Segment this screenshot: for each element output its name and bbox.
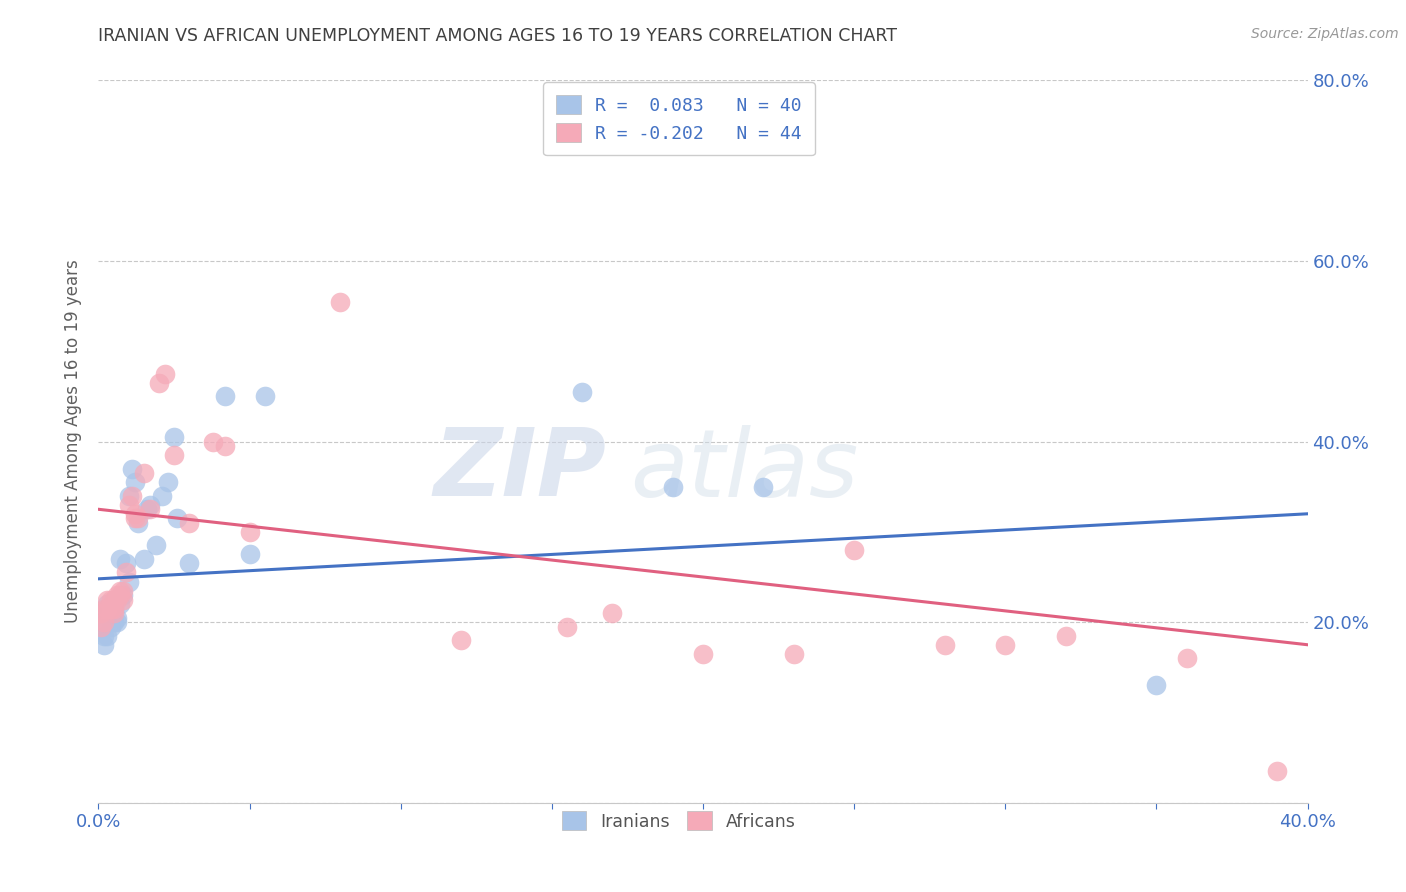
Point [1144, 678, 1167, 692]
Point [93, 615, 115, 630]
Point [93, 606, 115, 620]
Point [145, 538, 167, 552]
Point [783, 647, 806, 661]
Point [103, 592, 125, 607]
Point [96, 601, 118, 615]
Point [111, 583, 134, 598]
Point [108, 597, 131, 611]
Point [844, 542, 866, 557]
Point [108, 583, 131, 598]
Point [124, 475, 146, 490]
Point [1054, 629, 1077, 643]
Point [163, 430, 186, 444]
Point [139, 502, 162, 516]
Point [692, 647, 714, 661]
Point [103, 615, 125, 630]
Point [93, 638, 115, 652]
Point [150, 489, 173, 503]
Point [105, 610, 128, 624]
Point [103, 601, 125, 615]
Text: ZIP: ZIP [433, 425, 606, 516]
Point [103, 592, 125, 607]
Point [100, 620, 122, 634]
Point [163, 448, 186, 462]
Point [90, 606, 112, 620]
Point [253, 389, 276, 403]
Point [100, 601, 122, 615]
Text: atlas: atlas [630, 425, 859, 516]
Point [100, 592, 122, 607]
Point [127, 511, 149, 525]
Point [450, 633, 472, 648]
Point [93, 601, 115, 615]
Point [239, 524, 262, 539]
Point [153, 367, 176, 381]
Point [329, 294, 352, 309]
Point [121, 461, 143, 475]
Point [111, 588, 134, 602]
Point [602, 606, 624, 620]
Point [132, 552, 155, 566]
Point [124, 511, 146, 525]
Point [139, 498, 162, 512]
Point [90, 620, 112, 634]
Point [118, 498, 141, 512]
Point [103, 606, 125, 620]
Point [127, 516, 149, 530]
Point [96, 601, 118, 615]
Point [752, 480, 775, 494]
Point [156, 475, 179, 490]
Point [135, 502, 157, 516]
Point [179, 516, 201, 530]
Point [179, 557, 201, 571]
Point [96, 597, 118, 611]
Point [571, 384, 593, 399]
Point [90, 615, 112, 630]
Point [1175, 651, 1198, 665]
Point [934, 638, 956, 652]
Point [121, 489, 143, 503]
Legend: Iranians, Africans: Iranians, Africans [555, 805, 803, 838]
Point [239, 548, 262, 562]
Point [96, 592, 118, 607]
Point [93, 629, 115, 643]
Point [202, 434, 225, 449]
Point [114, 566, 136, 580]
Point [114, 557, 136, 571]
Point [214, 439, 236, 453]
Point [103, 601, 125, 615]
Point [661, 480, 683, 494]
Point [105, 615, 128, 630]
Text: Source: ZipAtlas.com: Source: ZipAtlas.com [1251, 27, 1399, 41]
Y-axis label: Unemployment Among Ages 16 to 19 years: Unemployment Among Ages 16 to 19 years [65, 260, 83, 624]
Point [1267, 764, 1289, 779]
Text: IRANIAN VS AFRICAN UNEMPLOYMENT AMONG AGES 16 TO 19 YEARS CORRELATION CHART: IRANIAN VS AFRICAN UNEMPLOYMENT AMONG AG… [98, 27, 897, 45]
Point [105, 588, 128, 602]
Point [994, 638, 1017, 652]
Point [100, 606, 122, 620]
Point [111, 592, 134, 607]
Point [132, 466, 155, 480]
Point [166, 511, 188, 525]
Point [124, 507, 146, 521]
Point [118, 489, 141, 503]
Point [108, 552, 131, 566]
Point [118, 574, 141, 589]
Point [96, 629, 118, 643]
Point [148, 376, 170, 390]
Point [214, 389, 236, 403]
Point [108, 588, 131, 602]
Point [90, 620, 112, 634]
Point [555, 620, 578, 634]
Point [105, 592, 128, 607]
